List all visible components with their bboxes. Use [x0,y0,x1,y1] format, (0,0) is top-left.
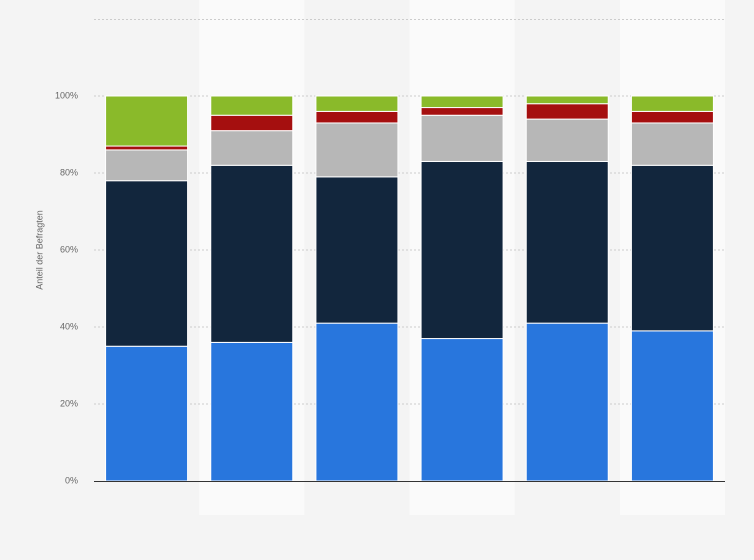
bar-segment [105,345,189,482]
bar-segment [210,130,294,166]
bar-segment [420,338,504,482]
bar-segment [420,95,504,109]
bar-segment [420,107,504,116]
bar-segment [630,330,714,482]
bar-segment [630,110,714,124]
bar-segment [420,160,504,340]
bar-segment [210,114,294,132]
bar-segment [315,176,399,324]
bar-segment [525,322,609,482]
y-tick-label: 100% [55,90,78,100]
bar-segment [210,95,294,116]
y-axis-label: Anteil der Befragten [34,210,44,290]
bar-segment [525,118,609,162]
bar-segment [105,95,189,147]
bar-segment [105,145,189,151]
y-tick-label: 80% [60,167,78,177]
bar-segment [525,95,609,105]
bar-segment [210,341,294,482]
y-tick-label: 60% [60,244,78,254]
y-tick-label: 40% [60,321,78,331]
bar-segment [105,149,189,182]
bar-segment [630,164,714,332]
bar-segment [210,164,294,343]
y-tick-label: 20% [60,398,78,408]
bar-segment [315,122,399,178]
bar-segment [315,95,399,112]
bar-segment [315,110,399,124]
y-tick-label: 0% [65,475,78,485]
bar-segment [525,160,609,324]
bar-segment [420,114,504,162]
bar-segment [105,180,189,347]
bar-segment [315,322,399,482]
bar-segment [630,122,714,166]
bar-segment [525,103,609,120]
bar-segment [630,95,714,112]
